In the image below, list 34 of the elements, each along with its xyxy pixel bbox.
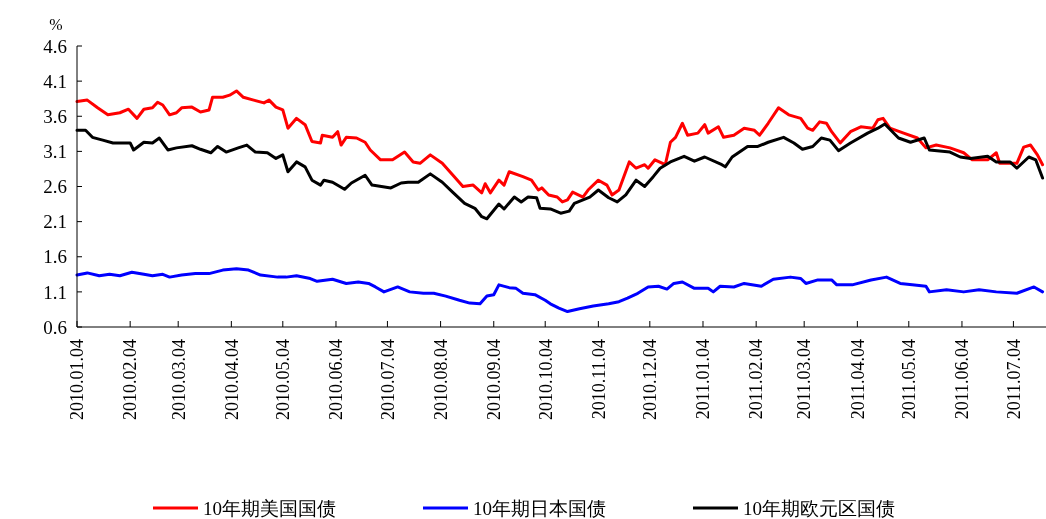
x-tick-label: 2010.12.04: [640, 339, 661, 420]
x-tick-label: 2010.08.04: [430, 339, 451, 420]
x-tick-label: 2010.05.04: [273, 339, 294, 420]
x-tick-label: 2010.11.04: [588, 339, 609, 420]
x-tick-label: 2011.06.04: [952, 339, 973, 420]
x-tick-label: 2010.10.04: [535, 339, 556, 420]
x-tick-label: 2011.02.04: [746, 339, 767, 420]
x-tick-label: 2010.04.04: [221, 339, 242, 420]
legend-label: 10年期美国国债: [203, 497, 336, 519]
x-tick-label: 2011.04.04: [847, 339, 868, 420]
y-axis-title: %: [49, 16, 63, 33]
x-tick-label: 2010.02.04: [120, 339, 141, 420]
y-tick-label: 4.1: [43, 70, 67, 92]
x-tick-label: 2010.01.04: [67, 339, 88, 420]
y-tick-label: 3.1: [43, 141, 67, 163]
y-tick-label: 2.1: [43, 211, 67, 233]
y-tick-label: 1.6: [43, 246, 67, 268]
legend-label: 10年期欧元区国债: [743, 497, 895, 519]
y-tick-label: 3.6: [43, 105, 67, 127]
x-tick-label: 2011.07.04: [1003, 339, 1024, 420]
x-tick-label: 2010.07.04: [377, 339, 398, 420]
legend-label: 10年期日本国债: [473, 497, 606, 519]
x-tick-label: 2010.06.04: [326, 339, 347, 420]
y-tick-label: 4.6: [43, 35, 67, 57]
x-tick-label: 2011.01.04: [693, 339, 714, 420]
line-series: [75, 89, 1045, 204]
y-tick-label: 1.1: [43, 281, 67, 303]
x-tick-label: 2011.05.04: [899, 339, 920, 420]
line-series: [75, 267, 1045, 314]
x-tick-label: 2010.03.04: [168, 339, 189, 420]
y-tick-label: 2.6: [43, 176, 67, 198]
y-tick-label: 0.6: [43, 316, 67, 338]
x-tick-label: 2010.09.04: [484, 339, 505, 420]
x-tick-label: 2011.03.04: [794, 339, 815, 420]
